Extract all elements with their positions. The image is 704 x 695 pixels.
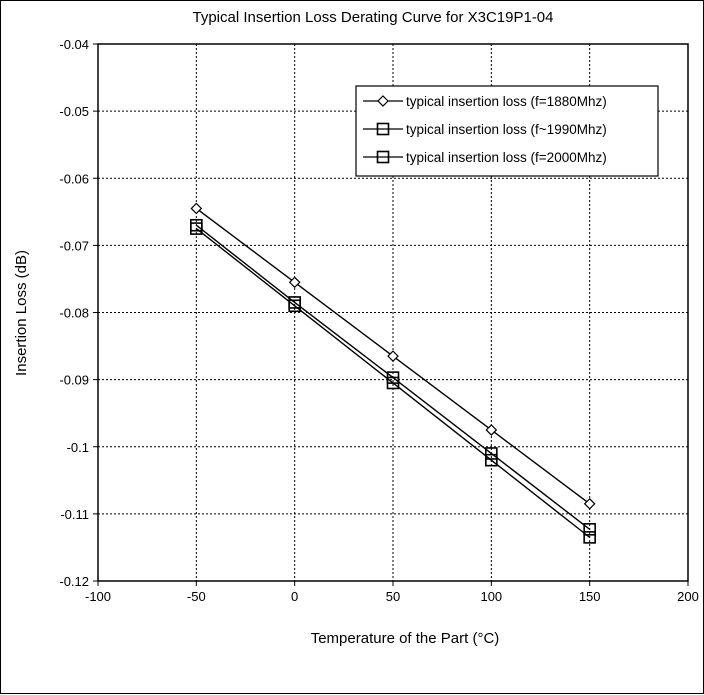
data-point xyxy=(583,523,596,536)
data-point xyxy=(485,453,498,467)
data-point xyxy=(288,299,301,313)
x-tick-label: 150 xyxy=(579,589,601,604)
y-tick-label: -0.08 xyxy=(59,306,89,321)
legend-marker xyxy=(376,150,390,164)
data-point xyxy=(485,424,498,436)
axis-ticks: -100 -50 0 50 100 150 200 -0.04 -0.05 -0.06 -0.07 -… xyxy=(59,37,698,604)
data-point xyxy=(485,447,498,460)
x-tick-label: 200 xyxy=(677,589,699,604)
x-tick-label: -50 xyxy=(187,589,206,604)
series-1 xyxy=(190,202,596,510)
x-tick-label: -100 xyxy=(85,589,111,604)
data-point xyxy=(288,276,301,289)
data-point xyxy=(583,531,596,544)
legend-entry: typical insertion loss (f=1880Mhz) xyxy=(406,94,607,109)
data-point xyxy=(190,222,203,235)
x-tick-label: 50 xyxy=(386,589,400,604)
chart-title: Typical Insertion Loss Derating Curve fo… xyxy=(192,9,553,26)
data-point xyxy=(387,350,399,362)
y-tick-label: -0.12 xyxy=(59,574,89,589)
data-point xyxy=(190,202,203,215)
y-tick-label: -0.09 xyxy=(59,373,89,388)
x-tick-label: 100 xyxy=(480,589,502,604)
legend-box xyxy=(355,85,659,177)
legend-entry: typical insertion loss (f=2000Mhz) xyxy=(406,150,607,165)
x-tick-label: 0 xyxy=(291,589,298,604)
series-layer xyxy=(190,202,596,544)
x-axis-label: Temperature of the Part (°C) xyxy=(311,630,500,647)
legend-marker xyxy=(377,95,389,107)
y-axis-label: Insertion Loss (dB) xyxy=(13,250,30,376)
data-point xyxy=(386,376,400,390)
legend-marker xyxy=(376,122,390,136)
y-tick-label: -0.04 xyxy=(59,37,89,52)
data-point xyxy=(583,497,596,510)
legend: typical insertion loss (f=1880Mhz) typica… xyxy=(355,85,659,177)
series-3 xyxy=(190,222,596,544)
y-tick-label: -0.05 xyxy=(59,104,89,119)
y-tick-label: -0.1 xyxy=(67,440,89,455)
y-tick-label: -0.11 xyxy=(60,507,89,522)
y-tick-label: -0.07 xyxy=(59,238,89,253)
y-tick-label: -0.06 xyxy=(59,171,89,186)
series-line xyxy=(195,228,591,538)
legend-entry: typical insertion loss (f~1990Mhz) xyxy=(406,122,607,137)
